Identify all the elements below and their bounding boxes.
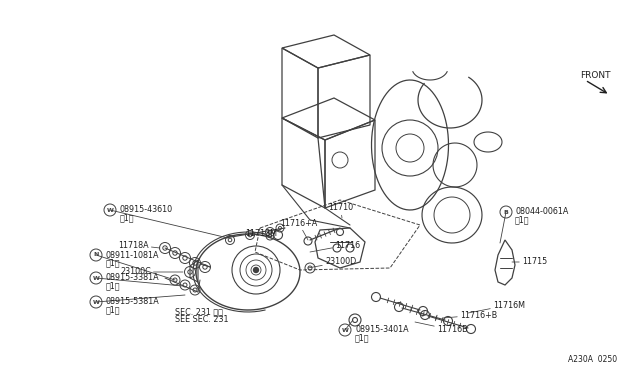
Text: SEC. 231 参照: SEC. 231 参照 — [175, 308, 223, 317]
Text: （1）: （1） — [515, 215, 529, 224]
Circle shape — [253, 267, 259, 273]
Text: 11716B: 11716B — [415, 322, 468, 334]
Text: W: W — [93, 276, 99, 280]
Text: 08915-5381A: 08915-5381A — [106, 298, 160, 307]
Text: 23100D: 23100D — [308, 257, 356, 268]
Text: 23100C: 23100C — [120, 267, 183, 276]
Text: 08915-3401A: 08915-3401A — [355, 326, 408, 334]
Text: W: W — [342, 327, 348, 333]
Text: 11713M: 11713M — [245, 228, 277, 237]
Text: SEE SEC. 231: SEE SEC. 231 — [175, 315, 228, 324]
Text: A230A  0250: A230A 0250 — [568, 356, 617, 365]
Text: （1）: （1） — [106, 305, 120, 314]
Text: 11715: 11715 — [512, 257, 547, 266]
Text: 11716+A: 11716+A — [280, 218, 317, 240]
Text: （1）: （1） — [120, 214, 134, 222]
Text: 08915-3381A: 08915-3381A — [106, 273, 159, 282]
Text: N: N — [93, 253, 99, 257]
Text: （1）: （1） — [106, 282, 120, 291]
Text: 08911-1081A: 08911-1081A — [106, 250, 159, 260]
Text: （1）: （1） — [355, 334, 369, 343]
Text: 11716M: 11716M — [468, 301, 525, 313]
Text: 11716: 11716 — [310, 241, 360, 252]
Text: （1）: （1） — [106, 259, 120, 267]
Text: 08915-43610: 08915-43610 — [120, 205, 173, 215]
Text: W: W — [93, 299, 99, 305]
Text: FRONT: FRONT — [580, 71, 611, 80]
Text: 11710: 11710 — [328, 203, 353, 218]
Text: 11716+B: 11716+B — [443, 311, 497, 320]
Text: 08044-0061A: 08044-0061A — [515, 208, 568, 217]
Text: B: B — [504, 209, 508, 215]
Text: W: W — [107, 208, 113, 212]
Text: 11718A: 11718A — [118, 241, 160, 250]
